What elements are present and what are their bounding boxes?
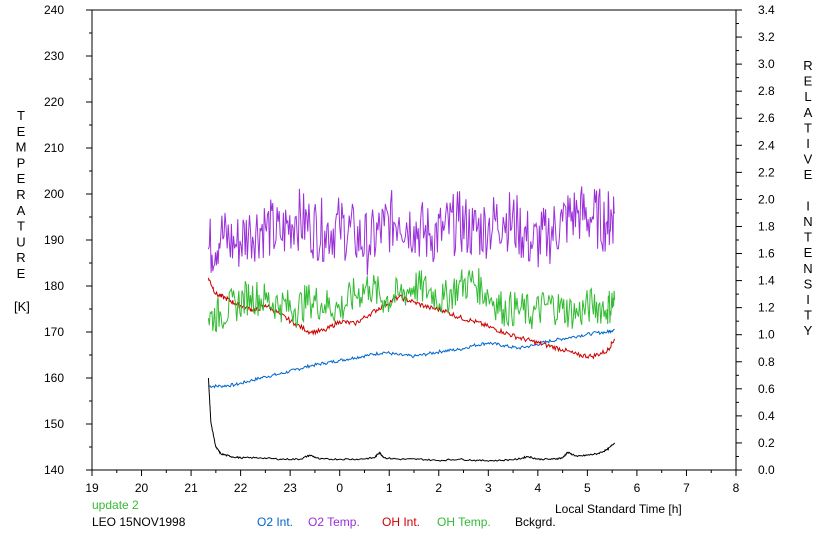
y-right-tick-label: 2.4 bbox=[758, 138, 775, 152]
y-left-tick-label: 200 bbox=[44, 187, 64, 201]
left-y-axis: 140 150 160 170 180 190 200 210 220 230 240 bbox=[44, 3, 92, 477]
right-axis-title-letter: E bbox=[804, 167, 813, 182]
series-line-o2-temp bbox=[207, 186, 616, 276]
right-axis-title-letter: I bbox=[806, 136, 810, 151]
x-tick-label: 20 bbox=[135, 481, 149, 495]
left-axis-title-letter: E bbox=[17, 124, 26, 139]
y-right-tick-label: 2.8 bbox=[758, 84, 775, 98]
y-right-tick-label: 2.0 bbox=[758, 192, 775, 206]
y-left-tick-label: 160 bbox=[44, 371, 64, 385]
x-axis-title: Local Standard Time [h] bbox=[555, 502, 682, 516]
y-left-tick-label: 170 bbox=[44, 325, 64, 339]
right-axis-title-letter: T bbox=[804, 120, 812, 135]
x-tick-label: 0 bbox=[336, 481, 343, 495]
y-left-tick-label: 230 bbox=[44, 49, 64, 63]
plot-frame bbox=[91, 9, 737, 471]
left-axis-title-letter: E bbox=[17, 171, 26, 186]
y-right-tick-label: 2.6 bbox=[758, 111, 775, 125]
status-text: update 2 bbox=[92, 498, 139, 512]
x-tick-label: 22 bbox=[234, 481, 248, 495]
y-right-tick-label: 1.4 bbox=[758, 274, 775, 288]
right-axis-title-letter: Y bbox=[804, 323, 813, 338]
y-right-tick-label: 1.0 bbox=[758, 328, 775, 342]
legend-entry: O2 Int. bbox=[257, 515, 293, 529]
x-tick-label: 4 bbox=[535, 481, 542, 495]
y-left-tick-label: 210 bbox=[44, 141, 64, 155]
legend-entry: OH Temp. bbox=[437, 515, 491, 529]
left-axis-unit: [K] bbox=[14, 299, 30, 314]
right-axis-title-letter: E bbox=[804, 74, 813, 89]
y-right-tick-label: 1.2 bbox=[758, 301, 775, 315]
y-left-tick-label: 140 bbox=[44, 463, 64, 477]
left-axis-title-letter: R bbox=[16, 187, 25, 202]
series-layer bbox=[207, 186, 616, 462]
y-right-tick-label: 3.0 bbox=[758, 57, 775, 71]
x-axis: 19 20 21 22 23 0 1 2 3 4 5 6 7 8 bbox=[85, 470, 740, 495]
x-tick-label: 2 bbox=[435, 481, 442, 495]
right-axis-title-letter: I bbox=[806, 198, 810, 213]
right-axis-title-letter: E bbox=[804, 245, 813, 260]
right-axis-title-letter: N bbox=[803, 214, 812, 229]
y-right-tick-label: 0.0 bbox=[758, 463, 775, 477]
left-axis-title-letter: U bbox=[16, 234, 25, 249]
x-tick-label: 5 bbox=[584, 481, 591, 495]
right-axis-title-letter: T bbox=[804, 230, 812, 245]
right-axis-title-letter: V bbox=[804, 152, 813, 167]
x-tick-label: 21 bbox=[184, 481, 198, 495]
y-right-tick-label: 1.8 bbox=[758, 219, 775, 233]
series-line-bckgrd bbox=[207, 377, 616, 462]
left-axis-title-letter: E bbox=[17, 266, 26, 281]
x-tick-label: 7 bbox=[683, 481, 690, 495]
y-left-tick-label: 240 bbox=[44, 3, 64, 17]
series-line-oh-temp bbox=[207, 268, 616, 333]
left-axis-title-letter: P bbox=[17, 155, 26, 170]
y-left-tick-label: 180 bbox=[44, 279, 64, 293]
y-right-tick-label: 1.6 bbox=[758, 247, 775, 261]
y-right-tick-label: 0.8 bbox=[758, 355, 775, 369]
right-axis-title-letter: I bbox=[806, 292, 810, 307]
y-right-tick-label: 3.2 bbox=[758, 30, 775, 44]
right-axis-title-letter: L bbox=[804, 89, 811, 104]
legend-entry: OH Int. bbox=[382, 515, 420, 529]
y-right-tick-label: 0.4 bbox=[758, 409, 775, 423]
y-right-tick-label: 0.6 bbox=[758, 382, 775, 396]
left-axis-title-letter: R bbox=[16, 250, 25, 265]
y-right-tick-label: 0.2 bbox=[758, 436, 775, 450]
right-y-axis: 0.0 0.2 0.4 0.6 0.8 1.0 1.2 1.4 1.6 1.8 2.0 2.2 2.4 2… bbox=[736, 3, 775, 477]
left-axis-title-letter: M bbox=[16, 140, 27, 155]
y-left-tick-label: 220 bbox=[44, 95, 64, 109]
x-tick-label: 6 bbox=[634, 481, 641, 495]
legend-entry: O2 Temp. bbox=[308, 515, 360, 529]
left-axis-title-letter: T bbox=[17, 108, 25, 123]
y-left-tick-label: 190 bbox=[44, 233, 64, 247]
x-tick-label: 1 bbox=[386, 481, 393, 495]
y-left-tick-label: 150 bbox=[44, 417, 64, 431]
right-axis-title-letter: T bbox=[804, 308, 812, 323]
left-axis-title-letter: T bbox=[17, 219, 25, 234]
legend-entry: Bckgrd. bbox=[515, 515, 556, 529]
y-right-tick-label: 3.4 bbox=[758, 3, 775, 17]
x-tick-label: 19 bbox=[85, 481, 99, 495]
y-right-tick-label: 2.2 bbox=[758, 165, 775, 179]
series-line-o2-int bbox=[208, 328, 615, 389]
right-axis-title-letter: N bbox=[803, 261, 812, 276]
legend: O2 Int. O2 Temp. OH Int. OH Temp. Bckgrd. bbox=[257, 515, 556, 529]
x-tick-label: 3 bbox=[485, 481, 492, 495]
right-axis-title-letter: S bbox=[804, 276, 813, 291]
left-axis-title-letter: A bbox=[17, 203, 26, 218]
site-date-label: LEO 15NOV1998 bbox=[92, 515, 186, 529]
right-axis-title-letter: A bbox=[804, 105, 813, 120]
x-tick-label: 8 bbox=[733, 481, 740, 495]
right-axis-title-letter: R bbox=[803, 58, 812, 73]
x-tick-label: 23 bbox=[283, 481, 297, 495]
